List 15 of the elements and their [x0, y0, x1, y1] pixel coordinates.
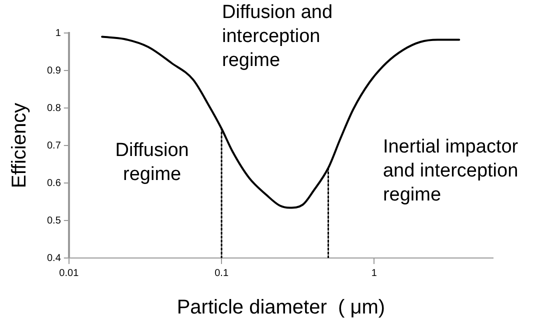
y-tick-label: 0.8 [46, 102, 62, 114]
x-axis-title: Particle diameter ( μm) [176, 296, 386, 319]
annotation: Diffusion and interception regime [222, 2, 333, 72]
y-axis-title: Efficiency [8, 102, 31, 188]
y-tick-label: 0.6 [46, 178, 62, 189]
annotation: Inertial impactor and interception regime [382, 136, 519, 206]
y-tick-label: 0.4 [46, 252, 62, 264]
x-tick-label: 0.1 [214, 268, 229, 279]
x-tick-label: 0.01 [59, 268, 80, 279]
annotation: Diffusion regime [115, 140, 189, 185]
x-tick-label: 1 [371, 268, 378, 279]
y-tick-label: 1 [55, 28, 62, 39]
y-tick-label: 0.5 [46, 215, 62, 226]
y-tick-label: 0.7 [46, 140, 62, 152]
y-tick-label: 0.9 [46, 65, 62, 76]
